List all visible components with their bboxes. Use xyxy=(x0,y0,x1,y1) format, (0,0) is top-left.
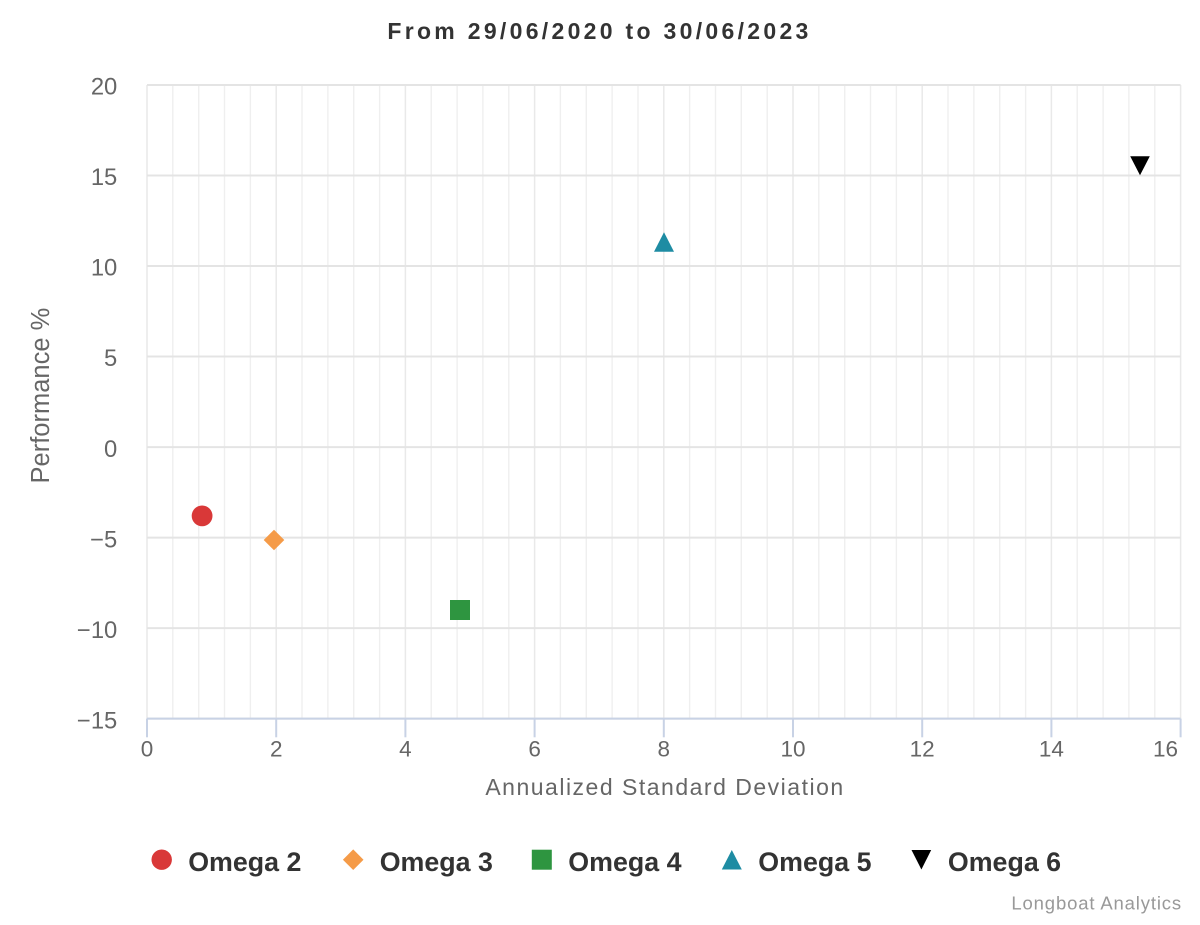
svg-text:Omega 3: Omega 3 xyxy=(380,847,493,877)
svg-text:14: 14 xyxy=(1039,736,1064,761)
svg-text:Annualized Standard Deviation: Annualized Standard Deviation xyxy=(485,774,844,800)
svg-text:20: 20 xyxy=(91,74,117,101)
svg-text:−10: −10 xyxy=(77,617,117,644)
svg-text:Omega 2: Omega 2 xyxy=(188,847,301,877)
svg-text:−5: −5 xyxy=(90,526,117,553)
svg-text:Performance %: Performance % xyxy=(27,308,55,484)
svg-text:8: 8 xyxy=(658,736,671,761)
svg-text:16: 16 xyxy=(1153,736,1178,761)
svg-text:10: 10 xyxy=(780,736,805,761)
svg-text:4: 4 xyxy=(399,736,412,761)
svg-text:0: 0 xyxy=(104,436,117,463)
svg-text:2: 2 xyxy=(270,736,283,761)
svg-text:5: 5 xyxy=(104,345,117,372)
svg-text:Omega 5: Omega 5 xyxy=(758,847,871,877)
svg-text:Omega 6: Omega 6 xyxy=(948,847,1061,877)
svg-text:0: 0 xyxy=(141,736,154,761)
svg-text:15: 15 xyxy=(91,164,117,191)
svg-text:10: 10 xyxy=(91,255,117,282)
svg-text:−15: −15 xyxy=(77,707,117,734)
svg-text:6: 6 xyxy=(528,736,541,761)
svg-text:Longboat Analytics: Longboat Analytics xyxy=(1011,892,1182,913)
svg-text:12: 12 xyxy=(910,736,935,761)
svg-text:Omega 4: Omega 4 xyxy=(568,847,681,877)
svg-text:From 29/06/2020 to 30/06/2023: From 29/06/2020 to 30/06/2023 xyxy=(387,18,811,44)
